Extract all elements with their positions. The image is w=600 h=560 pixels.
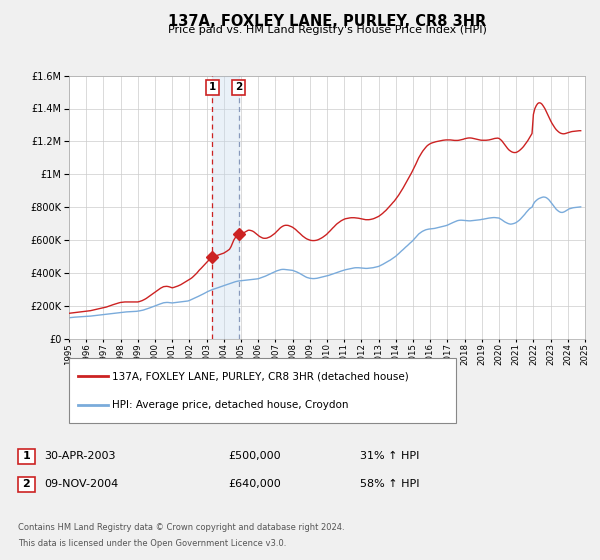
Text: 137A, FOXLEY LANE, PURLEY, CR8 3HR: 137A, FOXLEY LANE, PURLEY, CR8 3HR xyxy=(168,14,486,29)
Text: 31% ↑ HPI: 31% ↑ HPI xyxy=(360,451,419,461)
Text: This data is licensed under the Open Government Licence v3.0.: This data is licensed under the Open Gov… xyxy=(18,539,286,548)
Text: 09-NOV-2004: 09-NOV-2004 xyxy=(44,479,118,489)
Text: Price paid vs. HM Land Registry's House Price Index (HPI): Price paid vs. HM Land Registry's House … xyxy=(167,25,487,35)
Text: £640,000: £640,000 xyxy=(228,479,281,489)
Text: 2: 2 xyxy=(235,82,242,92)
Text: 30-APR-2003: 30-APR-2003 xyxy=(44,451,115,461)
Text: 2: 2 xyxy=(23,479,30,489)
Text: £500,000: £500,000 xyxy=(228,451,281,461)
Text: 1: 1 xyxy=(23,451,30,461)
Bar xyxy=(212,76,239,339)
Text: 1: 1 xyxy=(209,82,216,92)
Text: Contains HM Land Registry data © Crown copyright and database right 2024.: Contains HM Land Registry data © Crown c… xyxy=(18,523,344,532)
Text: 137A, FOXLEY LANE, PURLEY, CR8 3HR (detached house): 137A, FOXLEY LANE, PURLEY, CR8 3HR (deta… xyxy=(112,371,409,381)
Text: 58% ↑ HPI: 58% ↑ HPI xyxy=(360,479,419,489)
Text: HPI: Average price, detached house, Croydon: HPI: Average price, detached house, Croy… xyxy=(112,400,349,410)
